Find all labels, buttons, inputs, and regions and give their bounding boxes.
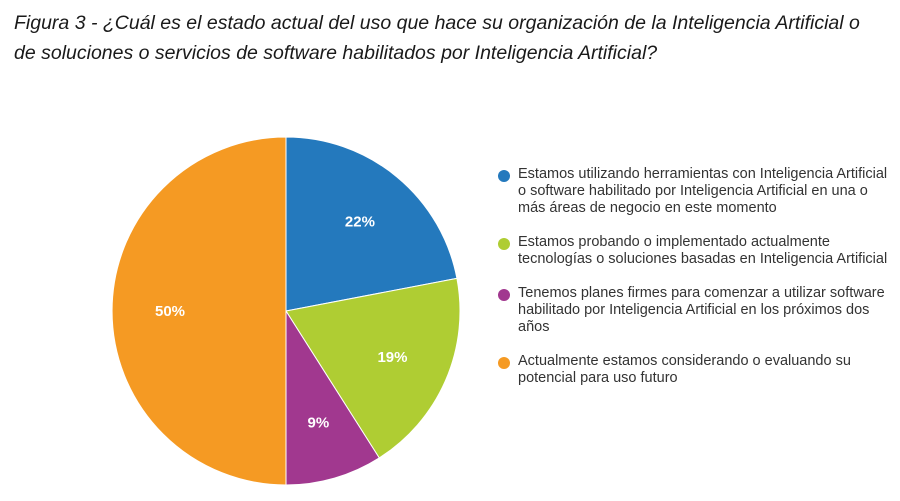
legend-marker-icon [498, 170, 510, 182]
legend-label: Estamos probando o implementado actualme… [518, 234, 888, 267]
pie-slice-4 [111, 136, 287, 486]
slice-label-1: 22% [345, 214, 375, 231]
legend-label: Estamos utilizando herramientas con Inte… [518, 166, 888, 216]
legend-marker-icon [498, 357, 510, 369]
slice-label-3: 9% [308, 414, 330, 431]
slice-label-2: 19% [377, 349, 407, 366]
chart-title: Figura 3 - ¿Cuál es el estado actual del… [14, 12, 860, 64]
legend-item-4: Actualmente estamos considerando o evalu… [498, 353, 890, 387]
legend-label: Tenemos planes firmes para comenzar a ut… [518, 285, 885, 335]
chart-legend: Estamos utilizando herramientas con Inte… [498, 166, 890, 404]
slice-label-4: 50% [155, 303, 185, 320]
legend-marker-icon [498, 289, 510, 301]
legend-label: Actualmente estamos considerando o evalu… [518, 353, 851, 386]
pie-slice-2 [285, 277, 461, 459]
legend-marker-icon [498, 238, 510, 250]
legend-item-2: Estamos probando o implementado actualme… [498, 234, 890, 268]
legend-item-3: Tenemos planes firmes para comenzar a ut… [498, 285, 890, 336]
pie-slice-3 [285, 309, 380, 486]
pie-slice-1 [285, 136, 458, 312]
legend-item-1: Estamos utilizando herramientas con Inte… [498, 166, 890, 217]
pie-chart: 22% 19% 9% 50% [111, 136, 461, 486]
